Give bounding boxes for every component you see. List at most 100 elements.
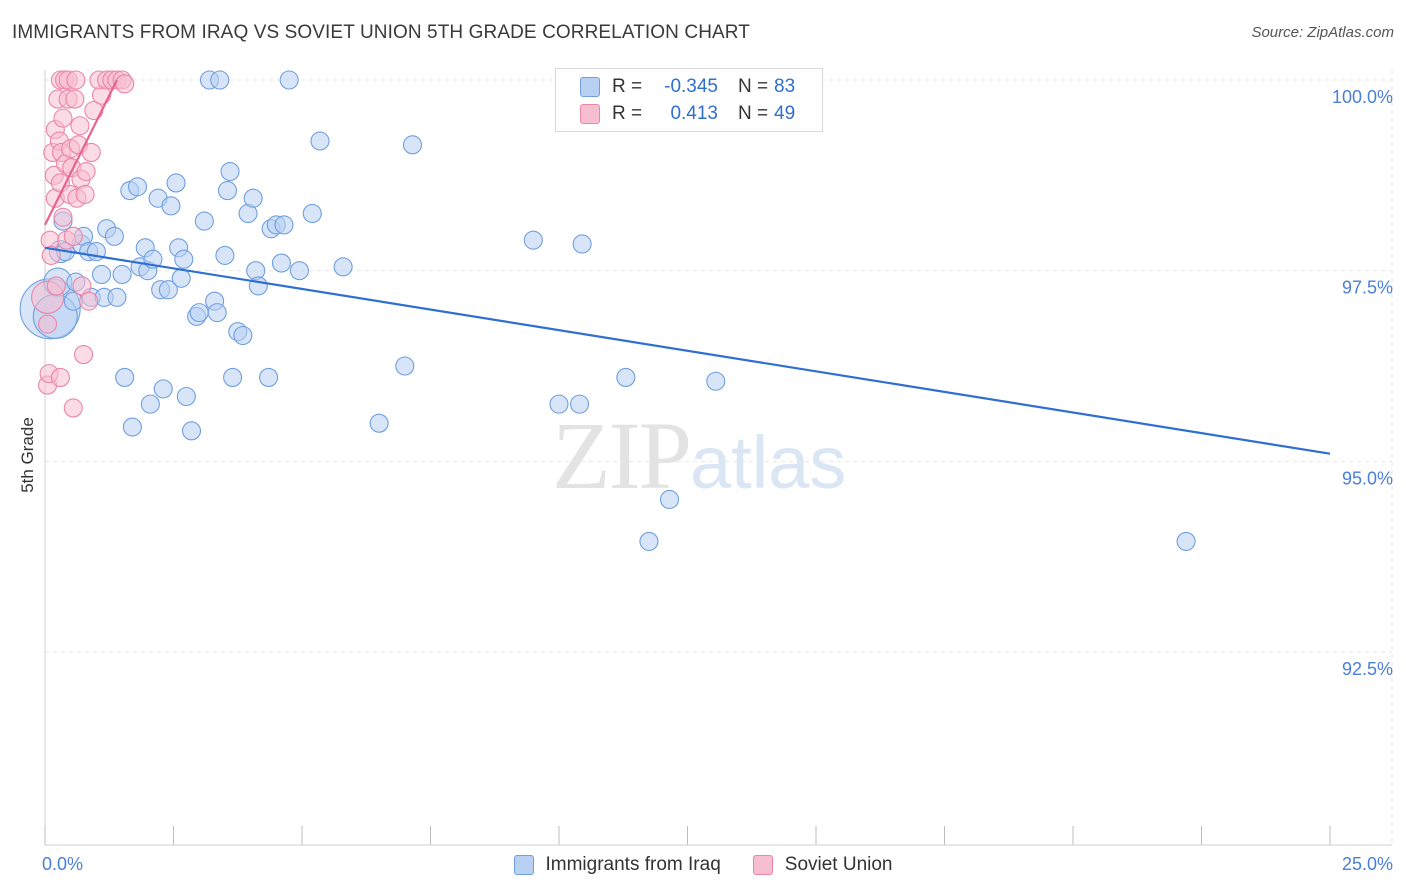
legend-row-soviet: R = 0.413 N = 49 (580, 101, 795, 127)
soviet-point (46, 276, 66, 296)
soviet-point (41, 245, 61, 265)
y-tick-label: 100.0% (1332, 87, 1393, 107)
iraq-trendline (44, 246, 1331, 455)
soviet-point (50, 367, 70, 387)
iraq-point (274, 215, 294, 235)
grid-layer (45, 70, 1393, 845)
iraq-point (158, 280, 178, 300)
soviet-point (70, 116, 90, 136)
iraq-point (122, 417, 142, 437)
x-tick-label: 25.0% (1342, 854, 1393, 874)
iraq-point (220, 161, 240, 182)
iraq-point (153, 379, 173, 399)
iraq-point (207, 303, 227, 323)
iraq-point (243, 188, 263, 208)
legend-swatch-soviet (580, 104, 600, 124)
soviet-point (38, 314, 58, 334)
soviet-point (65, 89, 85, 109)
iraq-point (570, 394, 590, 414)
iraq-point (302, 203, 322, 224)
iraq-point (210, 70, 230, 90)
iraq-point (289, 261, 309, 281)
legend-swatch-iraq (580, 77, 600, 97)
legend-swatch-soviet (752, 855, 773, 875)
series-legend: Immigrants from Iraq Soviet Union (0, 852, 1406, 878)
label-layer: 92.5% 95.0% 97.5% 100.0% 0.0% 25.0% (42, 87, 1393, 874)
iraq-point (616, 367, 636, 387)
source-label: Source: ZipAtlas.com (1251, 24, 1394, 41)
soviet-point (63, 398, 83, 418)
iraq-point (176, 386, 196, 407)
iraq-point (572, 234, 592, 254)
legend-n-value: 49 (774, 103, 796, 124)
iraq-point (166, 173, 186, 193)
legend-label-soviet: Soviet Union (784, 854, 893, 875)
y-tick-label: 92.5% (1342, 659, 1393, 679)
legend-r-label: R = (612, 76, 643, 97)
iraq-point (104, 226, 124, 246)
iraq-point (161, 196, 181, 216)
iraq-point (194, 211, 214, 231)
iraq-point (271, 253, 291, 273)
iraq-point (310, 131, 330, 151)
y-tick-label: 97.5% (1342, 278, 1393, 298)
soviet-point (53, 108, 73, 128)
legend-n-label: N = (738, 76, 769, 97)
legend-item-soviet: Soviet Union (752, 854, 893, 876)
iraq-point (217, 181, 238, 201)
legend-row-iraq: R = -0.345 N = 83 (580, 74, 795, 100)
iraq-point (369, 413, 389, 433)
iraq-point (523, 230, 543, 250)
iraq-point (248, 276, 268, 296)
x-tick-label: 0.0% (42, 854, 83, 874)
soviet-point (115, 74, 135, 94)
legend-n-value: 83 (774, 76, 796, 97)
soviet-point (74, 345, 94, 365)
iraq-point (549, 394, 569, 414)
iraq-point (402, 135, 423, 155)
y-tick-label: 95.0% (1342, 468, 1393, 488)
iraq-point (639, 531, 659, 551)
legend-label-iraq: Immigrants from Iraq (545, 854, 721, 875)
iraq-point (91, 264, 112, 285)
iraq-point (189, 303, 209, 323)
stats-legend: R = -0.345 N = 83 R = 0.413 N = 49 (555, 68, 823, 132)
iraq-point (127, 177, 148, 197)
soviet-trendline (44, 79, 118, 226)
chart-title: IMMIGRANTS FROM IRAQ VS SOVIET UNION 5TH… (12, 22, 750, 43)
iraq-point (279, 70, 299, 90)
soviet-point (63, 226, 83, 246)
soviet-point (66, 70, 86, 90)
soviet-point (76, 161, 96, 182)
legend-item-iraq: Immigrants from Iraq (513, 854, 721, 876)
soviet-point (53, 207, 73, 227)
iraq-point (333, 257, 353, 277)
iraq-point (140, 394, 160, 414)
iraq-point (174, 249, 194, 269)
soviet-point (79, 291, 99, 311)
soviet-point (75, 184, 95, 204)
iraq-point (1176, 531, 1196, 551)
legend-swatch-iraq (513, 855, 534, 875)
iraq-point (215, 245, 235, 265)
iraq-point (233, 325, 253, 346)
iraq-point (171, 268, 191, 288)
trend-layer (44, 79, 1331, 455)
iraq-point (223, 367, 243, 387)
iraq-point (107, 287, 127, 307)
legend-r-value: 0.413 (670, 103, 718, 124)
points-layer (19, 70, 1196, 551)
axis-layer (44, 70, 1392, 846)
iraq-point (181, 421, 202, 441)
iraq-point (659, 489, 680, 510)
soviet-point (81, 142, 101, 163)
watermark-atlas: atlas (690, 421, 847, 504)
iraq-point (706, 371, 726, 391)
legend-n-label: N = (738, 103, 769, 124)
iraq-point (112, 264, 132, 285)
iraq-point (259, 367, 279, 387)
legend-r-label: R = (612, 103, 643, 124)
iraq-point (395, 356, 415, 376)
legend-r-value: -0.345 (664, 76, 718, 97)
